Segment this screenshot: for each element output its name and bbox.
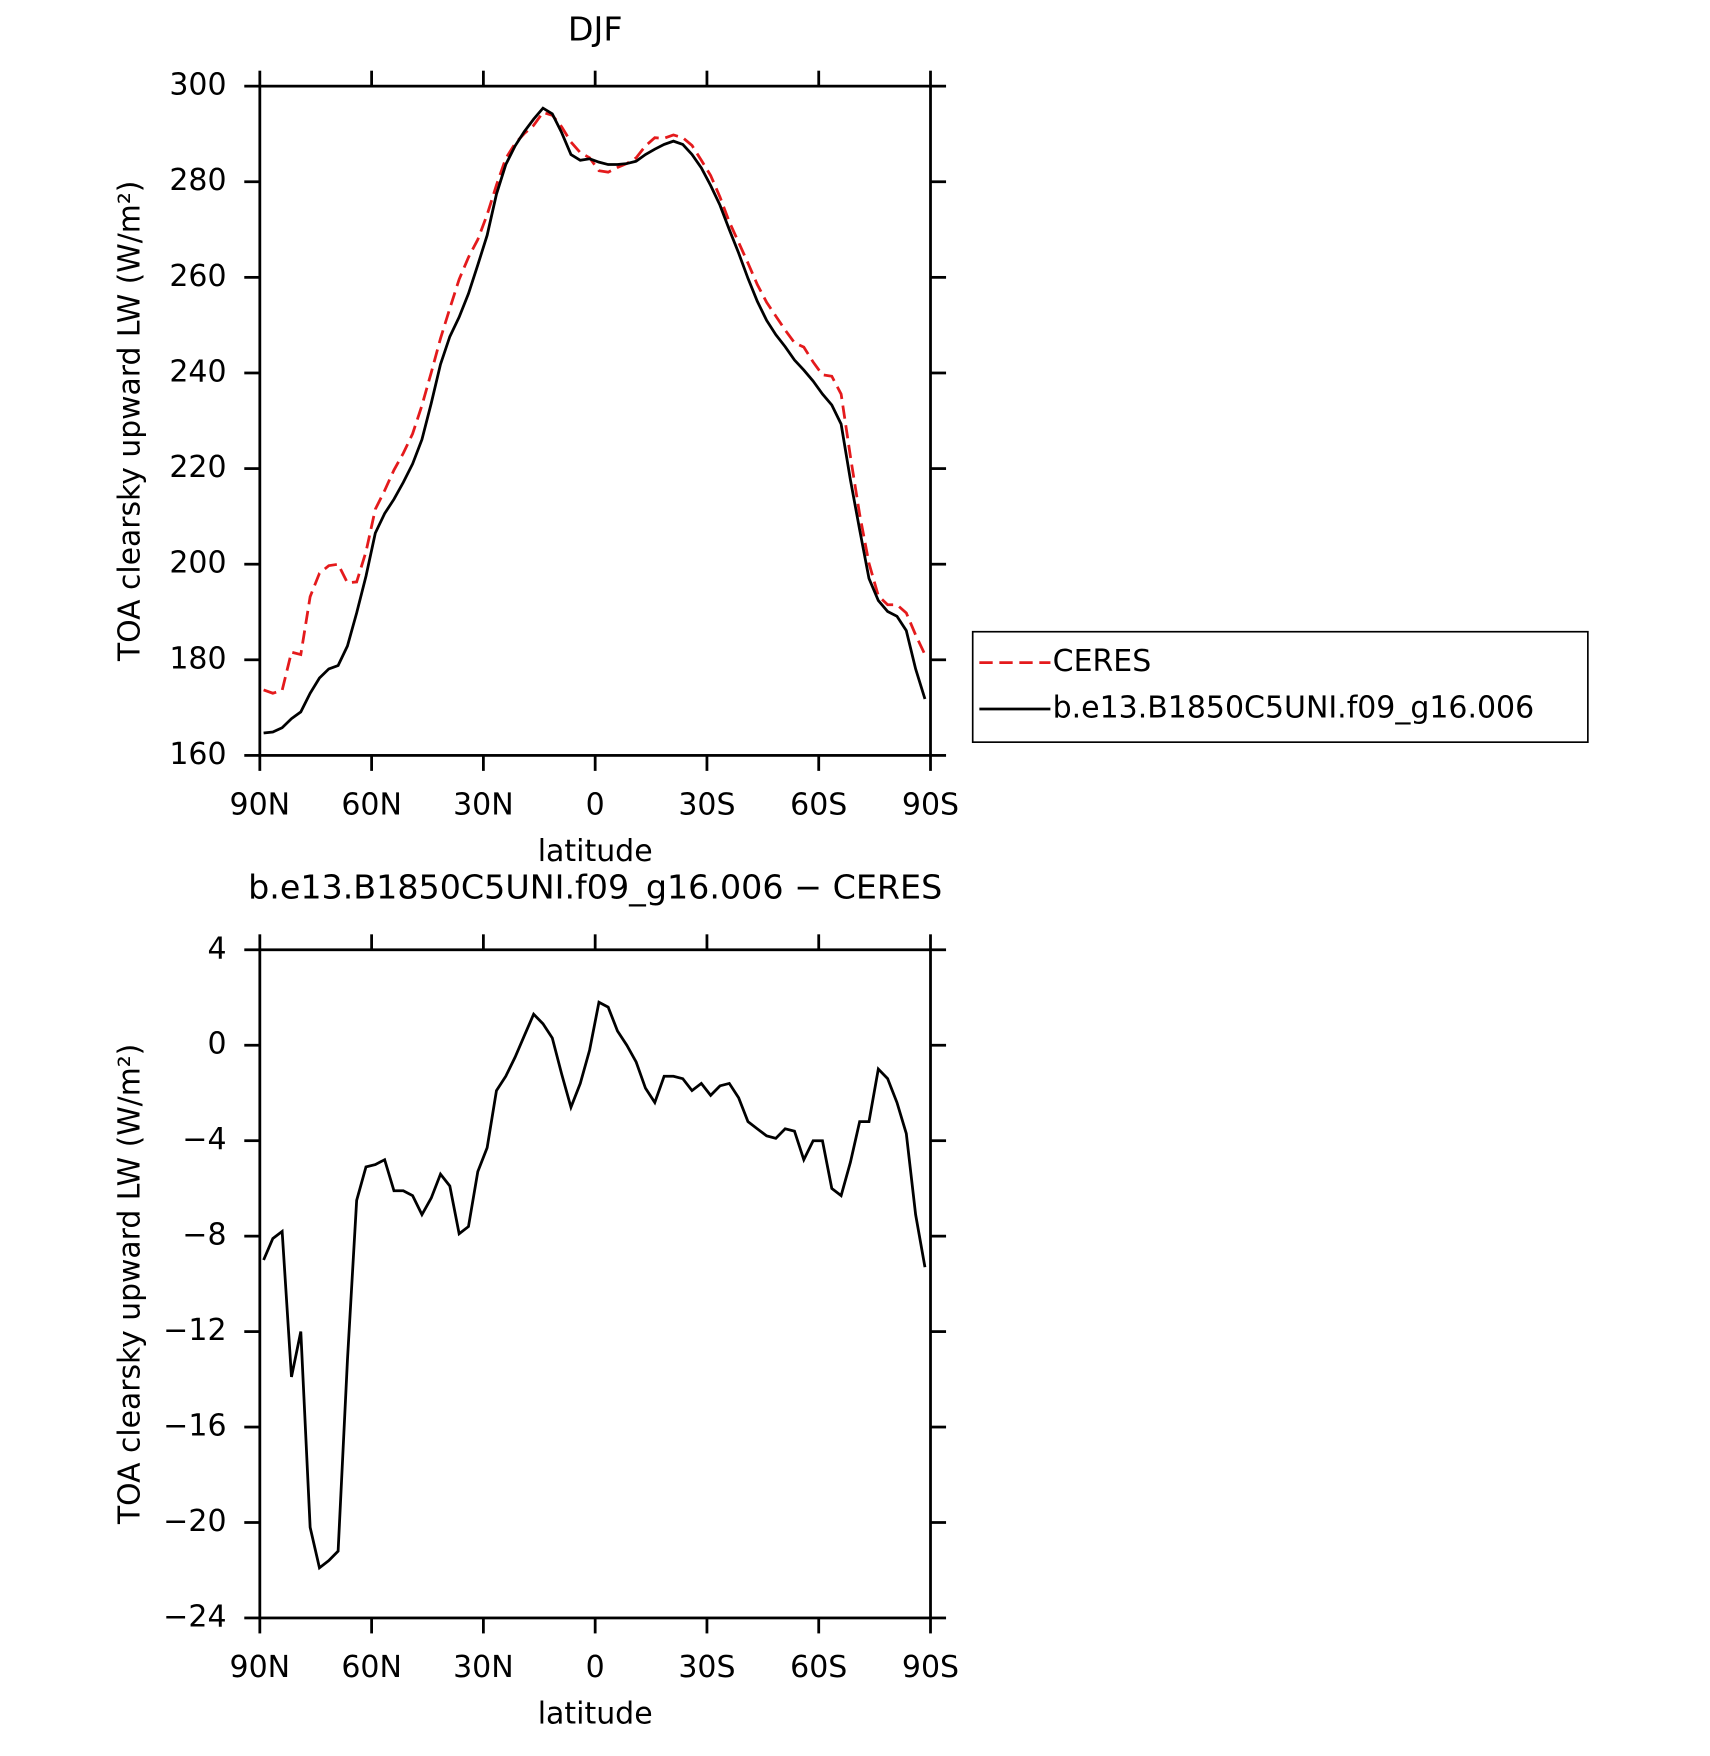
- x-tick-label: 60S: [790, 1650, 847, 1685]
- y-tick-label: −8: [182, 1218, 226, 1253]
- y-tick-label: 180: [169, 641, 226, 676]
- y-tick-label: 160: [169, 737, 226, 772]
- y-tick-label: −20: [163, 1504, 226, 1539]
- y-tick-label: 260: [169, 259, 226, 294]
- data-line: [262, 1000, 927, 1571]
- x-tick-label: 90N: [230, 1650, 291, 1685]
- x-tick-label: 30S: [678, 788, 735, 823]
- y-tick-label: −12: [163, 1313, 226, 1348]
- chart-title: b.e13.B1850C5UNI.f09_g16.006 − CERES: [248, 868, 942, 907]
- x-tick-label: 90S: [902, 788, 959, 823]
- x-tick-label: 30N: [453, 788, 514, 823]
- x-tick-label: 60N: [341, 788, 402, 823]
- x-tick-label: 60S: [790, 788, 847, 823]
- y-tick-label: 280: [169, 163, 226, 198]
- y-tick-label: 0: [207, 1027, 226, 1062]
- x-axis-label: latitude: [538, 1697, 653, 1732]
- y-tick-label: 220: [169, 450, 226, 485]
- x-tick-label: 0: [586, 1650, 605, 1685]
- y-tick-label: 240: [169, 355, 226, 390]
- y-tick-label: 200: [169, 546, 226, 581]
- y-tick-label: −24: [163, 1599, 226, 1634]
- x-tick-label: 90N: [230, 788, 291, 823]
- plot-frame: [258, 948, 932, 1620]
- x-tick-label: 90S: [902, 1650, 959, 1685]
- x-axis-label: latitude: [538, 834, 653, 869]
- chart-title: DJF: [568, 9, 623, 48]
- y-tick-label: −16: [163, 1409, 226, 1444]
- y-tick-label: 300: [169, 68, 226, 103]
- y-axis-label: TOA clearsky upward LW (W/m²): [112, 1044, 147, 1525]
- legend-box: [971, 630, 1589, 743]
- y-tick-label: −4: [182, 1122, 226, 1157]
- x-tick-label: 0: [586, 788, 605, 823]
- x-tick-label: 30S: [678, 1650, 735, 1685]
- data-line: [263, 110, 927, 695]
- x-tick-label: 30N: [453, 1650, 514, 1685]
- data-line: [263, 106, 927, 735]
- plot-frame: [258, 84, 932, 757]
- legend-label: b.e13.B1850C5UNI.f09_g16.006: [1053, 691, 1535, 726]
- legend-label: CERES: [1053, 644, 1152, 679]
- y-tick-label: 4: [207, 931, 226, 966]
- y-axis-label: TOA clearsky upward LW (W/m²): [112, 181, 147, 662]
- x-tick-label: 60N: [341, 1650, 402, 1685]
